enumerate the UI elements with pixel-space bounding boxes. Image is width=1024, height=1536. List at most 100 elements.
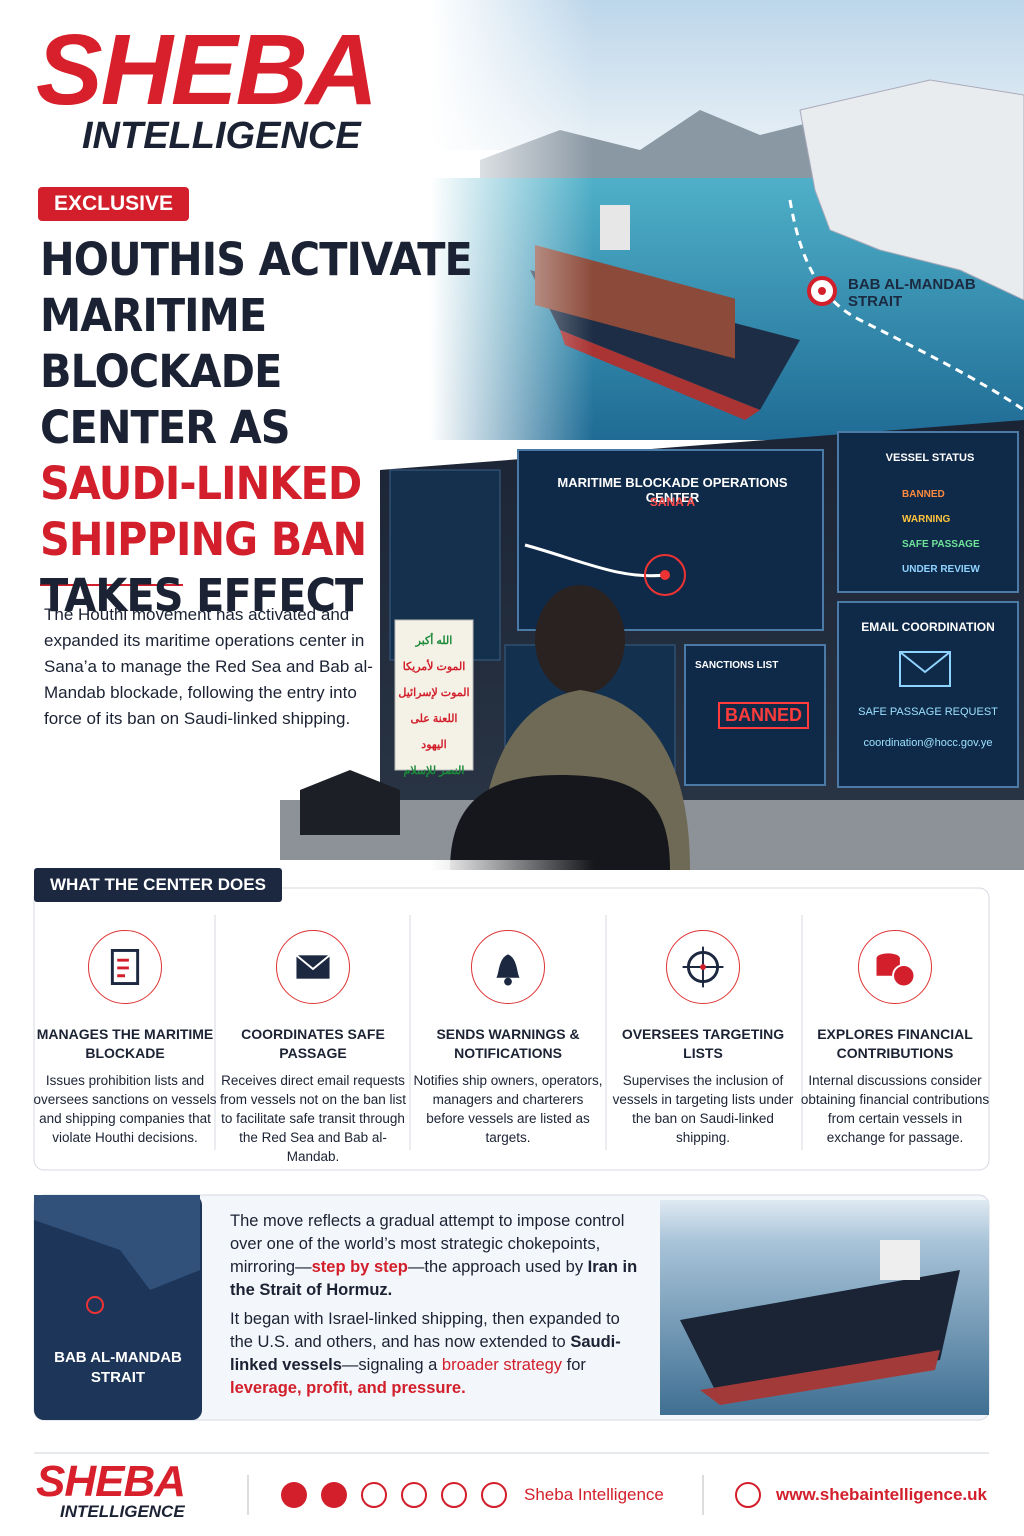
status-item: SAFE PASSAGE: [902, 539, 980, 550]
mini-map-label: BAB AL-MANDAB STRAIT: [54, 1349, 182, 1386]
shape: [892, 964, 916, 988]
item-title: COORDINATES SAFE PASSAGE: [241, 1026, 385, 1061]
shape: [700, 964, 706, 970]
item-title: OVERSEES TARGETING LISTS: [621, 1026, 785, 1061]
text: —the approach used by: [407, 1258, 588, 1276]
shape: [110, 949, 140, 985]
screen-subtitle: SANA’A: [649, 495, 696, 509]
banner-line: الموت لإسرائيل: [398, 687, 470, 699]
logo-bottom: INTELLIGENCE: [82, 115, 361, 157]
logo-top: SHEBA: [36, 14, 378, 126]
website[interactable]: www.shebaintelligence.uk: [776, 1485, 987, 1504]
center-item: MANAGES THE MARITIME BLOCKADE Issues proh…: [30, 930, 220, 1147]
text: The move reflects a gradual attempt to i…: [230, 1212, 625, 1276]
emphasis: Saudi-linked vessels: [230, 1333, 621, 1374]
tanker-bridge: [880, 1240, 920, 1280]
headline-line: TAKES EFFECT: [40, 569, 363, 622]
dividers: [214, 915, 803, 1150]
chair: [450, 775, 670, 870]
status-title: VESSEL STATUS: [885, 452, 975, 464]
icon-clipboard: [88, 930, 162, 1004]
sanctions-title: SANCTIONS LIST: [695, 660, 779, 671]
status-item: BANNED: [902, 489, 945, 500]
monitor-email: [837, 601, 1019, 788]
status-item: WARNING: [902, 514, 951, 525]
main-target-dot: [660, 570, 670, 580]
footer-logo-bottom: INTELLIGENCE: [60, 1502, 185, 1521]
instagram-icon[interactable]: [401, 1482, 427, 1508]
email-title: EMAIL COORDINATION: [861, 620, 995, 634]
banner-line: الموت لأمريكا: [402, 661, 466, 673]
item-text: Internal discussions consider obtaining …: [800, 1073, 990, 1145]
headline-line: CENTER AS: [40, 401, 291, 454]
headline-line: SAUDI-LINKED: [40, 457, 362, 510]
shape: [117, 958, 129, 978]
center-item: OVERSEES TARGETING LISTS Supervises the i…: [608, 930, 798, 1147]
center-heading: WHAT THE CENTER DOES: [34, 868, 282, 902]
banner-line: النصر للإسلام: [403, 765, 465, 777]
operator-head: [535, 585, 625, 695]
threads-icon[interactable]: [441, 1482, 467, 1508]
mini-target: [86, 1296, 104, 1314]
screen-title: MARITIME BLOCKADE OPERATIONS CENTER: [557, 475, 788, 505]
emphasis: leverage, profit, and pressure.: [230, 1379, 466, 1397]
text: —signaling a: [341, 1356, 442, 1374]
banner: [394, 619, 474, 771]
youtube-icon[interactable]: [281, 1482, 307, 1508]
emphasis: Iran in the Strait of Hormuz.: [230, 1258, 638, 1299]
banned-stamp: BANNED: [718, 702, 810, 729]
center-item: EXPLORES FINANCIAL CONTRIBUTIONS Internal…: [800, 930, 990, 1147]
icon-mail: [276, 930, 350, 1004]
email-address: coordination@hocc.gov.ye: [863, 737, 993, 749]
badge: EXCLUSIVE: [38, 187, 190, 221]
paragraph: It began with Israel-linked shipping, th…: [230, 1308, 645, 1400]
footer-logo-top: SHEBA: [36, 1457, 186, 1506]
banner-line: الله أكبر: [415, 635, 453, 647]
item-title: SENDS WARNINGS & NOTIFICATIONS: [436, 1026, 580, 1061]
item-title: MANAGES THE MARITIME BLOCKADE: [36, 1026, 214, 1061]
monitor-sanctions: [684, 644, 826, 786]
paragraph: The move reflects a gradual attempt to i…: [230, 1210, 645, 1302]
text: It began with Israel-linked shipping, th…: [230, 1310, 620, 1351]
emphasis: step by step: [311, 1258, 408, 1276]
headline-line: SHIPPING BAN: [40, 513, 367, 566]
icon-target: [666, 930, 740, 1004]
mini-land: [34, 1195, 200, 1290]
item-text: Issues prohibition lists and oversees sa…: [33, 1073, 217, 1145]
icon-coins: [858, 930, 932, 1004]
item-text: Notifies ship owners, operators, manager…: [413, 1073, 603, 1145]
social-handle[interactable]: Sheba Intelligence: [524, 1485, 664, 1504]
monitor-status: [837, 431, 1019, 593]
email-request: SAFE PASSAGE REQUEST: [858, 706, 998, 718]
main-route: [524, 543, 666, 578]
shape: [504, 977, 512, 986]
item-text: Supervises the inclusion of vessels in t…: [612, 1073, 794, 1145]
status-list: BANNED WARNING SAFE PASSAGE UNDER REVIEW: [902, 482, 980, 582]
shape: [295, 954, 331, 971]
center-item: COORDINATES SAFE PASSAGE Receives direct …: [218, 930, 408, 1166]
x-icon[interactable]: [361, 1482, 387, 1508]
main-target: [644, 554, 686, 596]
center-item: SENDS WARNINGS & NOTIFICATIONS Notifies s…: [413, 930, 603, 1147]
emphasis: broader strategy: [441, 1356, 563, 1374]
phone: [300, 770, 400, 835]
analysis-text: The move reflects a gradual attempt to i…: [230, 1210, 645, 1406]
headline-line: HOUTHIS ACTIVATE: [40, 233, 473, 286]
intro: The Houthi movement has activated and ex…: [44, 605, 373, 728]
item-text: Receives direct email requests from vess…: [219, 1073, 407, 1164]
banner-line: اللعنة على اليهود: [410, 713, 458, 751]
item-title: EXPLORES FINANCIAL CONTRIBUTIONS: [817, 1026, 973, 1061]
shape: [496, 954, 520, 978]
globe-icon: [735, 1482, 761, 1508]
center-panel: [33, 887, 990, 1171]
tanker-hull: [700, 1350, 940, 1405]
headline-line: MARITIME BLOCKADE: [40, 289, 282, 398]
headline: HOUTHIS ACTIVATE MARITIME BLOCKADE CENTE…: [40, 232, 560, 624]
mail-flap: [899, 651, 951, 674]
facebook-icon[interactable]: [321, 1482, 347, 1508]
status-item: UNDER REVIEW: [902, 564, 980, 575]
text: for: [562, 1356, 586, 1374]
banner-text: الله أكبر الموت لأمريكا الموت لإسرائيل ا…: [398, 628, 470, 784]
telegram-icon[interactable]: [481, 1482, 507, 1508]
